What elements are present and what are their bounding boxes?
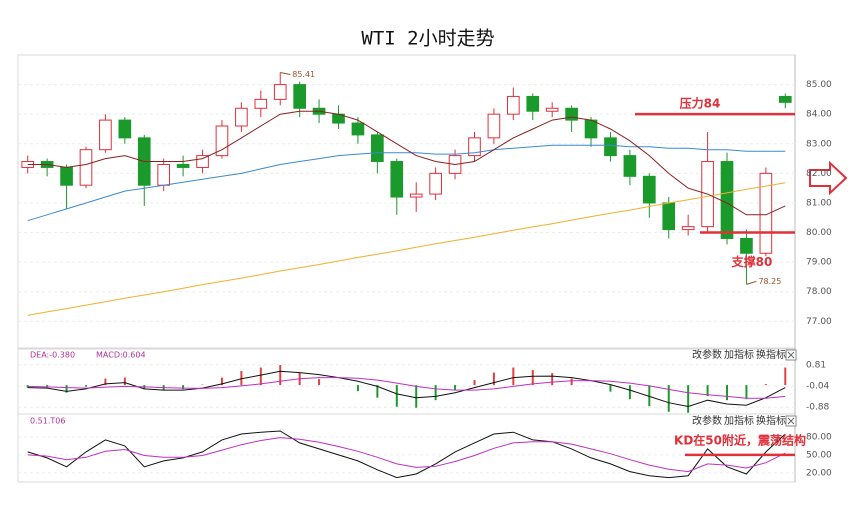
candle-body <box>526 95 540 112</box>
series-line <box>27 110 786 216</box>
arrow-icon <box>809 160 848 196</box>
y-tick-label: -0.88 <box>806 403 830 413</box>
candle-body <box>681 226 695 231</box>
candle-body <box>60 166 73 186</box>
panel-button[interactable]: 换指标 <box>756 348 786 361</box>
candle-body <box>196 155 209 168</box>
panel-button[interactable]: 加指标 <box>724 414 754 427</box>
y-tick-label: 84.00 <box>806 110 832 120</box>
candle-body <box>565 107 578 121</box>
candle-body <box>720 161 734 239</box>
candle-body <box>642 175 656 204</box>
candle-body <box>468 137 481 157</box>
y-tick-label: 83.00 <box>806 139 832 149</box>
candle-body <box>235 107 248 127</box>
candle-body <box>157 163 171 186</box>
y-tick-label: 0.81 <box>806 360 826 370</box>
candle-body <box>604 137 617 157</box>
level-label: 支撑80 <box>731 254 773 269</box>
candle-body <box>759 172 773 254</box>
high-label: 85.41 <box>292 70 315 79</box>
candle-body <box>778 95 792 103</box>
y-tick-label: 20.00 <box>806 468 832 478</box>
low-label: 78.25 <box>758 277 781 286</box>
high-pointer <box>280 71 291 75</box>
candle-body <box>545 107 559 112</box>
y-tick-label: 80.00 <box>806 228 832 238</box>
candle-body <box>623 155 637 177</box>
candle-body <box>79 149 93 186</box>
chart-title: WTI 2小时走势 <box>361 28 494 50</box>
panel-header: MACD:0.604 <box>96 351 146 360</box>
close-icon <box>787 417 795 425</box>
candle-body <box>99 119 112 151</box>
candle-body <box>409 193 423 198</box>
panel-button[interactable]: 改参数 <box>692 414 722 427</box>
y-tick-label: 77.00 <box>806 317 832 327</box>
candle-body <box>662 202 676 231</box>
y-tick-label: 82.00 <box>806 169 832 179</box>
series-line <box>27 377 786 399</box>
candle-body <box>293 84 306 109</box>
series-line <box>27 144 786 222</box>
y-tick-label: 80.00 <box>806 432 832 442</box>
candle-body <box>507 95 520 115</box>
y-tick-label: 81.00 <box>806 198 832 208</box>
kd-frame <box>17 413 796 483</box>
candle-body <box>390 161 404 198</box>
panel-button[interactable]: 换指标 <box>756 414 786 427</box>
y-tick-label: 85.00 <box>806 80 832 90</box>
series-line <box>27 370 786 408</box>
candle-body <box>740 237 753 254</box>
y-tick-label: 79.00 <box>806 258 832 268</box>
low-pointer <box>746 280 757 285</box>
y-tick-label: 78.00 <box>806 287 832 297</box>
candle-body <box>429 172 442 195</box>
candle-body <box>371 134 384 163</box>
frames <box>17 54 796 483</box>
candle-body <box>584 119 598 139</box>
candle-body <box>215 125 229 157</box>
series-line <box>27 430 786 479</box>
level-label: 压力84 <box>680 96 721 111</box>
candle-body <box>118 119 132 139</box>
series-line <box>27 437 786 473</box>
level-label: KD在50附近，震荡结构 <box>674 432 806 447</box>
panel-button[interactable]: 加指标 <box>724 348 754 361</box>
panel-button[interactable]: 改参数 <box>692 348 722 361</box>
candle-body <box>254 98 268 109</box>
y-tick-label: 50.00 <box>806 450 832 460</box>
candle-body <box>273 84 287 100</box>
close-icon <box>787 351 795 359</box>
series-line <box>27 182 786 316</box>
panel-header: DEA:-0.380 <box>30 351 75 360</box>
y-tick-label: -0.04 <box>806 382 830 392</box>
candle-body <box>351 122 365 136</box>
candle-body <box>176 163 190 168</box>
panel-header: 0.51.T06 <box>30 417 65 426</box>
candle-body <box>487 113 501 139</box>
